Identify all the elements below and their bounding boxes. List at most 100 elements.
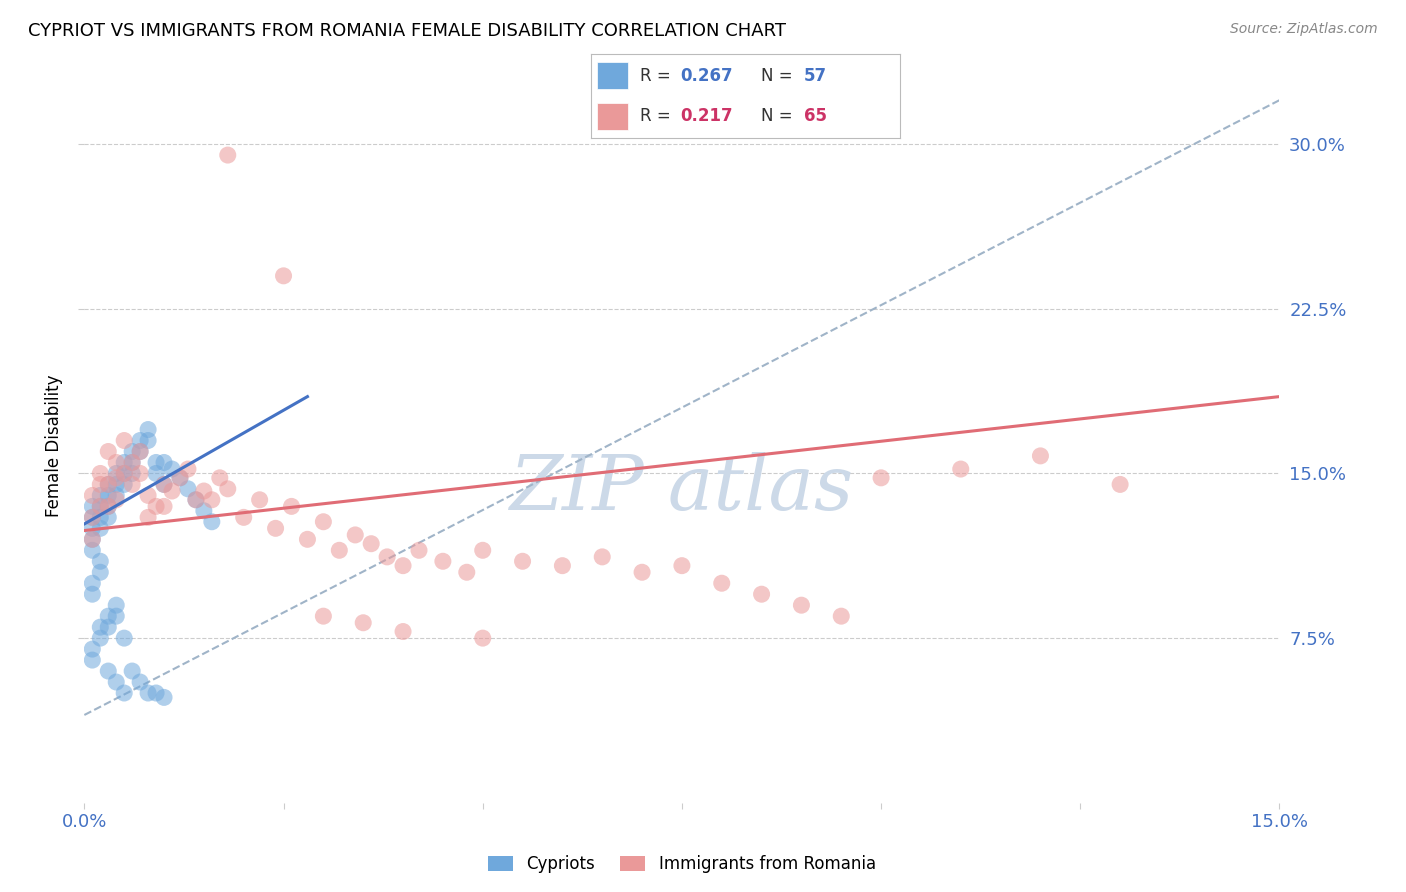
Text: 65: 65 (804, 107, 827, 125)
Point (97, 620, 120, 634)
Point (1029, 449, 1052, 463)
Text: N =: N = (761, 107, 792, 125)
Point (82, 653, 104, 667)
Point (456, 566, 478, 580)
Legend: Cypriots, Immigrants from Romania: Cypriots, Immigrants from Romania (481, 849, 883, 880)
Point (471, 631, 494, 645)
Point (193, 483, 215, 498)
Point (145, 500, 167, 514)
Point (97, 500, 120, 514)
Point (121, 664, 143, 678)
Point (169, 471, 191, 485)
Point (89, 566, 111, 580)
Point (82, 488, 104, 502)
Point (392, 624, 415, 639)
Point (105, 488, 128, 502)
Point (112, 686, 135, 700)
Point (105, 598, 128, 612)
Point (297, 533, 319, 547)
Point (121, 477, 143, 491)
Point (184, 492, 207, 507)
Point (328, 543, 350, 558)
Point (82, 576, 104, 591)
Point (136, 488, 159, 502)
Point (97, 609, 120, 624)
Point (280, 500, 302, 514)
Point (208, 471, 231, 485)
Point (177, 462, 200, 476)
Point (217, 148, 239, 162)
Point (97, 488, 120, 502)
Y-axis label: Female Disability: Female Disability (45, 375, 63, 517)
Point (136, 434, 159, 448)
Point (112, 434, 135, 448)
Text: 0.267: 0.267 (681, 67, 733, 85)
Point (551, 558, 574, 573)
Point (375, 549, 398, 564)
Point (312, 515, 335, 529)
FancyBboxPatch shape (596, 62, 627, 89)
Point (249, 492, 271, 507)
Point (121, 467, 143, 481)
Point (392, 558, 415, 573)
Point (97, 477, 120, 491)
Point (97, 664, 120, 678)
Point (160, 462, 183, 476)
Point (870, 471, 893, 485)
Point (97, 500, 120, 514)
Point (89, 510, 111, 524)
Point (201, 492, 224, 507)
Point (153, 690, 176, 705)
Point (129, 444, 152, 458)
Text: ZIP atlas: ZIP atlas (510, 452, 853, 525)
Text: Source: ZipAtlas.com: Source: ZipAtlas.com (1230, 22, 1378, 37)
Text: N =: N = (761, 67, 792, 85)
Point (160, 483, 183, 498)
Text: 57: 57 (804, 67, 827, 85)
Point (121, 455, 143, 469)
Point (193, 504, 215, 518)
Text: R =: R = (640, 107, 671, 125)
Text: CYPRIOT VS IMMIGRANTS FROM ROMANIA FEMALE DISABILITY CORRELATION CHART: CYPRIOT VS IMMIGRANTS FROM ROMANIA FEMAL… (28, 22, 786, 40)
Text: 0.217: 0.217 (681, 107, 733, 125)
Point (105, 467, 128, 481)
Point (153, 477, 176, 491)
Point (145, 455, 167, 469)
Point (105, 675, 128, 690)
Point (97, 510, 120, 524)
Point (136, 686, 159, 700)
Point (112, 477, 135, 491)
Point (97, 444, 120, 458)
Point (82, 521, 104, 535)
Point (232, 510, 254, 524)
Point (97, 477, 120, 491)
Point (671, 558, 693, 573)
Point (112, 467, 135, 481)
Point (129, 444, 152, 458)
Point (273, 268, 295, 283)
Point (177, 482, 200, 496)
Point (105, 492, 128, 507)
Point (105, 609, 128, 624)
Point (949, 462, 972, 476)
Point (82, 500, 104, 514)
Point (751, 587, 773, 601)
Point (145, 686, 167, 700)
Point (105, 477, 128, 491)
Point (89, 500, 111, 514)
Point (790, 598, 813, 612)
Point (112, 631, 135, 645)
Point (89, 488, 111, 502)
Point (89, 554, 111, 568)
Point (169, 471, 191, 485)
Point (408, 543, 430, 558)
Point (82, 642, 104, 657)
Point (184, 492, 207, 507)
Point (121, 455, 143, 469)
Point (121, 444, 143, 458)
Point (631, 566, 654, 580)
Point (82, 587, 104, 601)
Point (105, 471, 128, 485)
Point (89, 477, 111, 491)
FancyBboxPatch shape (596, 103, 627, 130)
